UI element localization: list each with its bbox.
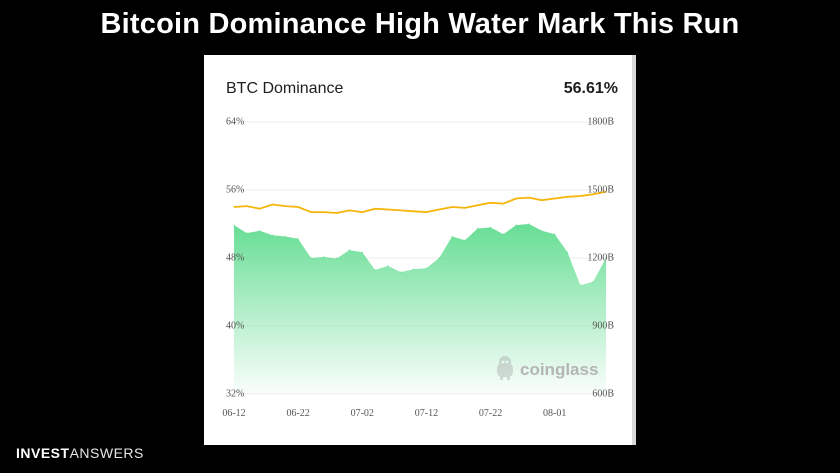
dominance-point <box>554 197 556 200</box>
coinglass-wordmark: coinglass <box>520 360 598 379</box>
dominance-point <box>400 209 402 211</box>
brand-light: ANSWERS <box>69 445 144 461</box>
dominance-point <box>464 207 466 209</box>
marketcap-point <box>605 257 607 259</box>
marketcap-point <box>361 251 363 253</box>
dominance-line <box>233 190 607 214</box>
marketcap-point <box>246 232 248 234</box>
marketcap-point <box>592 281 594 283</box>
card-scroll-edge <box>632 55 636 445</box>
marketcap-point <box>284 235 286 238</box>
y-axis-left: 64% 56% 48% 40% 32% <box>226 116 244 399</box>
dominance-line-series <box>233 190 607 214</box>
dominance-value: 56.61% <box>563 80 618 97</box>
y-right-tick-label: 1800B <box>587 116 614 127</box>
marketcap-point <box>451 235 453 238</box>
dominance-point <box>451 206 453 208</box>
dominance-point <box>348 209 350 211</box>
dominance-point <box>310 211 312 213</box>
marketcap-point <box>490 226 492 228</box>
brand-logo: INVESTANSWERS <box>16 445 144 461</box>
y-right-tick-label: 900B <box>592 320 614 331</box>
marketcap-area <box>234 224 606 394</box>
x-tick-label: 08-01 <box>543 408 566 419</box>
marketcap-point <box>438 257 440 259</box>
marketcap-point <box>310 257 312 259</box>
dominance-point <box>297 206 299 208</box>
x-tick-label: 07-22 <box>479 408 502 419</box>
y-right-tick-label: 1200B <box>587 252 614 263</box>
coinglass-watermark: coinglass <box>497 356 598 380</box>
marketcap-point <box>554 233 556 235</box>
marketcap-point <box>502 233 504 235</box>
y-left-tick-label: 40% <box>226 320 244 331</box>
y-axis-right: 1800B 1500B 1200B 900B 600B <box>587 116 614 399</box>
dominance-point <box>336 212 338 214</box>
marketcap-point <box>271 234 274 236</box>
dominance-point <box>374 208 376 210</box>
dominance-point <box>438 208 440 211</box>
dominance-point <box>246 205 248 207</box>
dominance-point <box>477 204 479 206</box>
marketcap-area-series <box>233 223 607 394</box>
dominance-chart: 64%56%48%40%32% 1800B1500B1200B900B600B … <box>222 116 614 419</box>
marketcap-point <box>477 227 479 230</box>
dominance-point <box>490 202 492 204</box>
dominance-point <box>284 205 286 207</box>
y-left-tick-label: 32% <box>226 388 244 399</box>
dominance-point <box>259 208 261 210</box>
brand-bold: INVEST <box>16 445 70 461</box>
x-tick-label: 07-02 <box>351 408 374 419</box>
dominance-point <box>323 211 325 213</box>
dominance-point <box>579 195 581 197</box>
chart-card: BTC Dominance 56.61% 64% 56% 48% 40% 32% 180… <box>204 55 636 445</box>
marketcap-point <box>541 230 543 232</box>
marketcap-point <box>464 239 466 241</box>
dominance-point <box>566 196 569 198</box>
dominance-point <box>515 197 517 200</box>
marketcap-point <box>413 268 415 270</box>
marketcap-point <box>579 284 581 286</box>
marketcap-point <box>297 238 299 240</box>
y-left-tick-label: 48% <box>226 252 244 263</box>
chart-title: BTC Dominance <box>226 80 344 97</box>
dominance-point <box>361 211 363 213</box>
marketcap-point <box>374 269 376 271</box>
marketcap-point <box>400 271 402 273</box>
x-tick-label: 07-12 <box>415 408 438 419</box>
dominance-point <box>592 193 594 195</box>
slide-title: Bitcoin Dominance High Water Mark This R… <box>100 8 740 40</box>
marketcap-point <box>348 249 350 251</box>
marketcap-point <box>259 230 261 232</box>
y-left-tick-label: 64% <box>226 116 244 127</box>
y-right-tick-label: 600B <box>592 388 614 399</box>
marketcap-point <box>336 257 338 260</box>
x-axis: 06-12 06-22 07-02 07-12 07-22 08-01 <box>222 408 566 419</box>
marketcap-point <box>233 224 235 226</box>
dominance-point <box>528 197 530 199</box>
dominance-point <box>605 191 607 193</box>
marketcap-point <box>515 224 517 226</box>
y-right-tick-label: 1500B <box>587 184 614 195</box>
coinglass-logo-icon <box>497 356 513 380</box>
marketcap-point <box>566 251 569 253</box>
y-left-tick-label: 56% <box>226 184 244 195</box>
marketcap-point <box>323 256 325 258</box>
dominance-point <box>425 211 427 213</box>
dominance-point <box>502 203 504 205</box>
dominance-point <box>233 206 235 208</box>
dominance-point <box>387 208 389 211</box>
dominance-point <box>541 199 543 201</box>
x-tick-label: 06-22 <box>286 408 309 419</box>
marketcap-point <box>425 267 427 269</box>
marketcap-point <box>387 265 389 267</box>
marketcap-point <box>528 223 530 225</box>
x-tick-label: 06-12 <box>222 408 245 419</box>
dominance-point <box>413 210 415 212</box>
dominance-point <box>271 203 274 206</box>
